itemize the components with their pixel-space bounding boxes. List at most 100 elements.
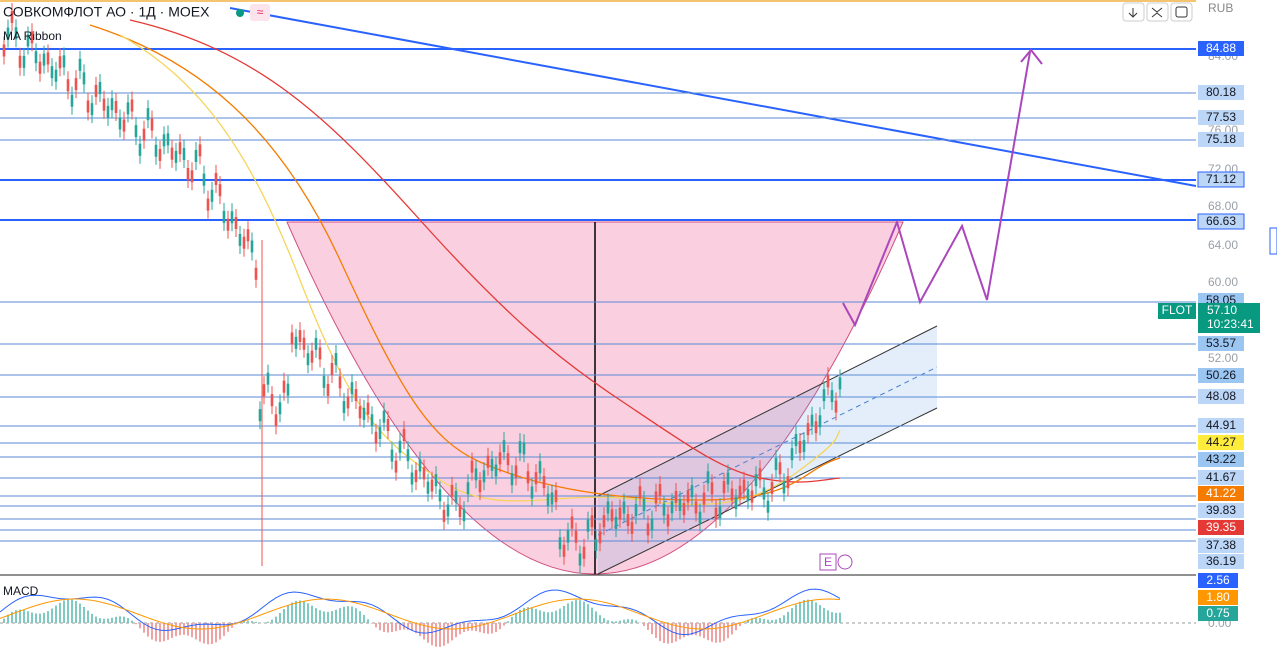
candle-body xyxy=(367,403,370,415)
candle-body xyxy=(295,337,298,349)
badge: ≈ xyxy=(257,5,264,19)
macd-bar xyxy=(135,623,137,624)
macd-bar xyxy=(291,603,293,623)
candle-body xyxy=(743,480,746,492)
macd-bar xyxy=(571,601,573,623)
macd-bar xyxy=(795,605,797,623)
candle-body xyxy=(387,419,390,431)
macd-bar xyxy=(279,613,281,623)
candle-body xyxy=(159,149,162,161)
candle-body xyxy=(699,512,702,524)
candle-body xyxy=(399,441,402,453)
pane-title: MACD xyxy=(3,584,39,598)
candle-body xyxy=(491,459,494,471)
macd-bar xyxy=(339,608,341,623)
candle-body xyxy=(495,465,498,477)
macd-label: 1.80 xyxy=(1206,590,1230,604)
candle-body xyxy=(283,381,286,393)
candle-body xyxy=(255,268,258,280)
price-label: 48.08 xyxy=(1206,389,1236,403)
candle-body xyxy=(691,485,694,497)
candle-body xyxy=(339,376,342,388)
macd-bar xyxy=(287,605,289,623)
candle-body xyxy=(451,485,454,497)
candle-body xyxy=(271,394,274,406)
macd-bar xyxy=(475,623,477,631)
macd-bar xyxy=(651,623,653,634)
price-label: 37.38 xyxy=(1206,538,1236,552)
candle-body xyxy=(379,427,382,439)
macd-bar xyxy=(435,623,437,647)
candle-body xyxy=(791,448,794,460)
candle-body xyxy=(631,522,634,534)
macd-bar xyxy=(807,600,809,623)
price-label: 36.19 xyxy=(1206,554,1236,568)
macd-bar xyxy=(831,612,833,623)
candle-body xyxy=(95,85,98,97)
candle-body xyxy=(647,523,650,535)
macd-bar xyxy=(75,601,77,623)
candle-body xyxy=(343,401,346,413)
candle-body xyxy=(767,501,770,513)
candle-body xyxy=(231,211,234,223)
macd-bar xyxy=(707,623,709,640)
candle-body xyxy=(695,502,698,514)
candle-body xyxy=(91,103,94,115)
candle-body xyxy=(375,432,378,444)
candle-body xyxy=(327,384,330,396)
toolbar-button[interactable] xyxy=(1171,3,1192,21)
macd-bar xyxy=(799,602,801,623)
macd-bar xyxy=(839,613,841,623)
candle-body xyxy=(671,501,674,513)
macd-bar xyxy=(375,623,377,627)
macd-bar xyxy=(479,623,481,632)
candle-body xyxy=(595,539,598,551)
macd-bar xyxy=(715,623,717,643)
candle-body xyxy=(219,184,222,196)
macd-bar xyxy=(779,618,781,623)
macd-bar xyxy=(595,611,597,623)
macd-bar xyxy=(583,602,585,623)
macd-bar xyxy=(823,608,825,623)
macd-bar xyxy=(219,623,221,640)
macd-bar xyxy=(443,623,445,646)
macd-bar xyxy=(811,600,813,623)
price-label: 75.18 xyxy=(1206,132,1236,146)
macd-bar xyxy=(587,604,589,623)
macd-bar xyxy=(567,603,569,623)
candle-body xyxy=(87,100,90,112)
candle-body xyxy=(523,442,526,454)
candle-body xyxy=(499,452,502,464)
candle-body xyxy=(575,531,578,543)
macd-bar xyxy=(395,623,397,631)
macd-bar xyxy=(283,609,285,623)
candle-body xyxy=(655,491,658,503)
macd-bar xyxy=(327,612,329,623)
macd-bar xyxy=(591,608,593,623)
macd-label: 0.75 xyxy=(1206,606,1230,620)
macd-bar xyxy=(247,621,249,623)
candle-body xyxy=(83,72,86,84)
axis-tick-label: 60.00 xyxy=(1208,275,1238,289)
candle-body xyxy=(243,237,246,249)
macd-bar xyxy=(487,623,489,634)
macd-bar xyxy=(307,603,309,623)
macd-bar xyxy=(31,613,33,623)
candle-body xyxy=(555,490,558,502)
macd-bar xyxy=(555,611,557,623)
candle-body xyxy=(487,456,490,468)
candle-body xyxy=(483,470,486,482)
macd-bar xyxy=(759,618,761,623)
macd-bar xyxy=(551,612,553,623)
macd-bar xyxy=(39,614,41,623)
candle-body xyxy=(223,211,226,223)
candle-body xyxy=(143,129,146,141)
price-label: 41.67 xyxy=(1206,470,1236,484)
candle-body xyxy=(475,468,478,480)
candle-body xyxy=(259,409,262,421)
macd-bar xyxy=(539,610,541,623)
macd-bar xyxy=(647,623,649,630)
price-label: 39.83 xyxy=(1206,503,1236,517)
macd-bar xyxy=(699,623,701,636)
macd-bar xyxy=(787,612,789,623)
